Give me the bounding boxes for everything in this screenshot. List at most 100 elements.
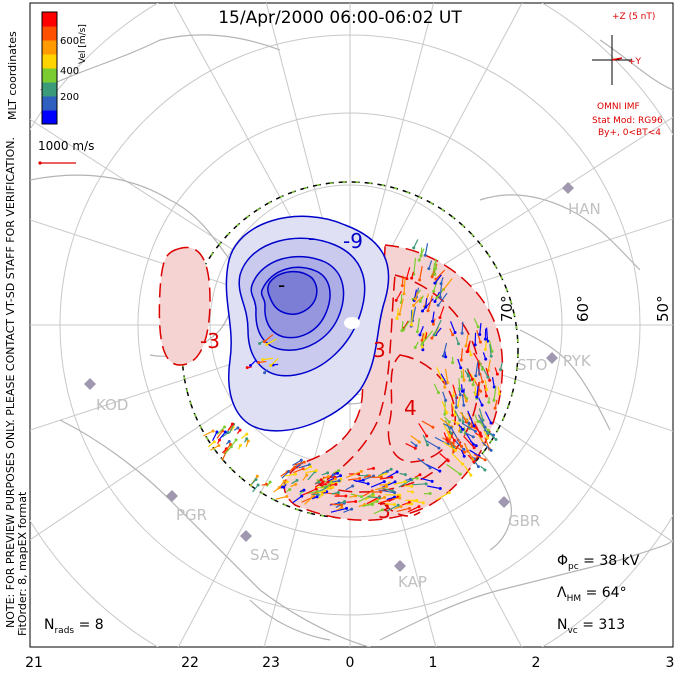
velocity-vector-origin bbox=[320, 492, 324, 496]
velocity-vector-origin bbox=[393, 480, 397, 484]
velocity-vector-origin bbox=[444, 398, 448, 402]
velocity-vector-origin bbox=[447, 420, 451, 424]
velocity-vector-origin bbox=[471, 457, 475, 461]
velocity-vector-origin bbox=[234, 438, 238, 442]
velocity-vector-origin bbox=[418, 333, 422, 337]
velocity-scale-bar bbox=[38, 161, 76, 165]
velocity-vector-origin bbox=[294, 472, 298, 476]
velocity-vector-origin bbox=[215, 430, 219, 434]
velocity-vector-origin bbox=[317, 480, 321, 484]
velocity-vector bbox=[402, 320, 410, 331]
velocity-vector-origin bbox=[430, 275, 434, 279]
velocity-vector bbox=[425, 298, 428, 308]
velocity-vector bbox=[396, 507, 410, 513]
velocity-vector bbox=[462, 368, 465, 381]
velocity-vector bbox=[395, 290, 402, 301]
velocity-vector-origin bbox=[212, 440, 216, 444]
velocity-vector-origin bbox=[460, 331, 464, 335]
colorbar-swatch bbox=[42, 68, 57, 83]
velocity-colorbar bbox=[41, 11, 58, 125]
velocity-vector-origin bbox=[410, 490, 414, 494]
velocity-vector-origin bbox=[353, 494, 357, 498]
velocity-vector bbox=[463, 435, 475, 449]
velocity-vector-origin bbox=[238, 428, 242, 432]
fitorder-note: FitOrder: 8, mapEX format bbox=[16, 491, 29, 636]
velocity-vector bbox=[381, 481, 396, 489]
stat-radar-count: Nrads = 8 bbox=[44, 617, 104, 636]
velocity-vector-origin bbox=[483, 337, 487, 341]
velocity-vector-origin bbox=[217, 438, 221, 442]
velocity-vector-origin bbox=[256, 483, 260, 487]
velocity-vector-origin bbox=[441, 354, 445, 358]
velocity-vector-origin bbox=[400, 329, 404, 333]
velocity-vector-origin bbox=[449, 426, 453, 430]
velocity-vector-origin bbox=[288, 488, 292, 492]
velocity-vector-origin bbox=[458, 418, 462, 422]
velocity-vector-origin bbox=[255, 474, 259, 478]
velocity-vector-origin bbox=[245, 432, 249, 436]
velocity-vector bbox=[439, 452, 449, 462]
velocity-vector bbox=[270, 357, 279, 367]
velocity-vector bbox=[398, 479, 413, 488]
velocity-vector bbox=[439, 417, 453, 428]
velocity-vector-origin bbox=[413, 446, 417, 450]
velocity-vector bbox=[443, 278, 453, 290]
velocity-vector-origin bbox=[480, 403, 484, 407]
velocity-vector-origin bbox=[301, 467, 305, 471]
contour-label: -3 bbox=[200, 329, 220, 353]
velocity-vector-origin bbox=[249, 364, 253, 368]
velocity-vector-origin bbox=[393, 495, 397, 499]
velocity-vector bbox=[293, 468, 304, 474]
velocity-vector-origin bbox=[337, 479, 341, 483]
velocity-vector bbox=[403, 278, 406, 294]
velocity-vector-origin bbox=[449, 431, 453, 435]
velocity-vector-origin bbox=[334, 482, 338, 486]
velocity-vector bbox=[473, 318, 479, 328]
velocity-vector bbox=[379, 476, 392, 480]
velocity-vector-origin bbox=[458, 393, 462, 397]
velocity-vector-origin bbox=[269, 364, 273, 368]
velocity-vector bbox=[442, 391, 447, 401]
velocity-vector-origin bbox=[311, 495, 315, 499]
velocity-vector bbox=[488, 339, 493, 352]
velocity-vector bbox=[491, 376, 495, 388]
velocity-vector-origin bbox=[487, 400, 491, 404]
velocity-vector-origin bbox=[380, 508, 384, 512]
velocity-vector-origin bbox=[403, 473, 407, 477]
velocity-vector bbox=[301, 488, 317, 496]
velocity-vector-origin bbox=[299, 458, 303, 462]
velocity-vector-origin bbox=[331, 486, 335, 490]
velocity-vector-origin bbox=[413, 297, 417, 301]
velocity-vector-origin bbox=[246, 439, 250, 443]
velocity-vector bbox=[451, 403, 454, 416]
velocity-vector-origin bbox=[350, 507, 354, 511]
velocity-vector bbox=[433, 280, 438, 292]
velocity-vector-origin bbox=[384, 485, 388, 489]
velocity-vector-origin bbox=[354, 499, 358, 503]
velocity-vector-origin bbox=[382, 480, 386, 484]
velocity-vector bbox=[363, 503, 373, 507]
velocity-vector-origin bbox=[473, 429, 477, 433]
velocity-vector-origin bbox=[488, 378, 492, 382]
velocity-vector bbox=[425, 463, 441, 472]
station-label-han: HAN bbox=[568, 200, 601, 218]
station-label-sas: SAS bbox=[250, 546, 280, 564]
velocity-vector-origin bbox=[476, 325, 480, 329]
velocity-vector-origin bbox=[479, 389, 483, 393]
velocity-vector-origin bbox=[430, 479, 434, 483]
velocity-vector bbox=[413, 296, 423, 306]
velocity-vector-origin bbox=[245, 437, 249, 441]
velocity-vector-origin bbox=[474, 374, 478, 378]
velocity-vector-origin bbox=[481, 367, 485, 371]
velocity-vector bbox=[431, 311, 435, 322]
velocity-vector bbox=[476, 329, 481, 343]
velocity-vector-origin bbox=[451, 413, 455, 417]
velocity-vector-origin bbox=[454, 405, 458, 409]
velocity-vector bbox=[460, 348, 464, 361]
velocity-vector-origin bbox=[446, 380, 450, 384]
velocity-vector-origin bbox=[447, 491, 451, 495]
velocity-vector-origin bbox=[464, 344, 468, 348]
velocity-vector-origin bbox=[443, 412, 447, 416]
velocity-vector-origin bbox=[337, 469, 341, 473]
velocity-vector-origin bbox=[315, 495, 319, 499]
